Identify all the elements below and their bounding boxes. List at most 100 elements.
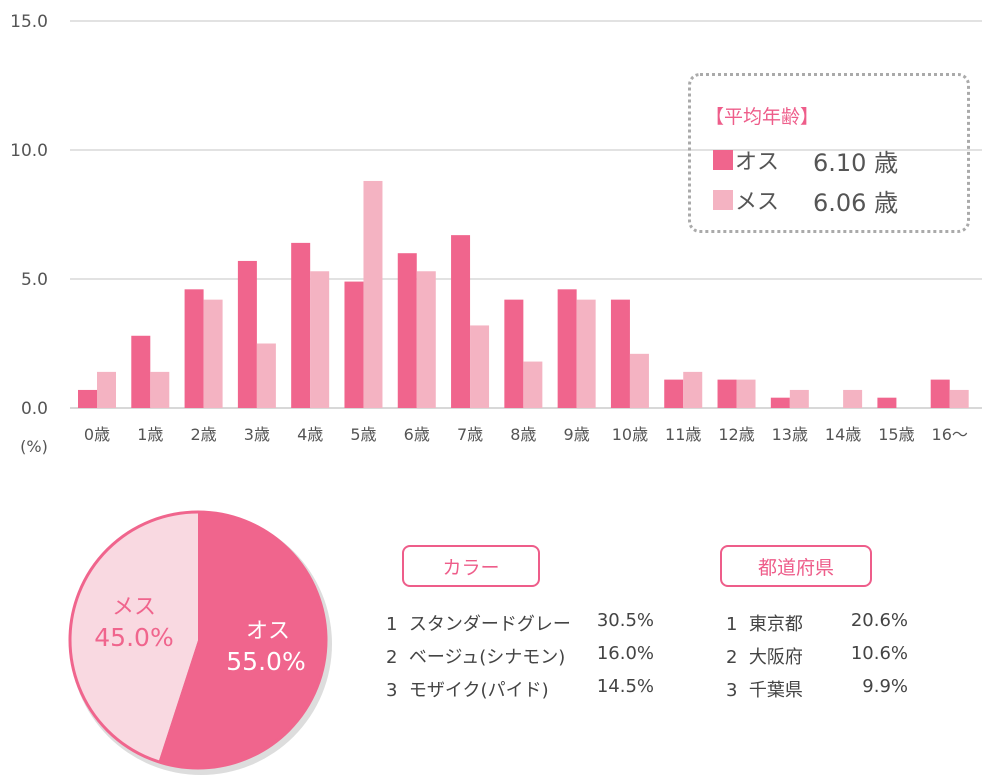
bar-male bbox=[291, 242, 311, 408]
prefecture-ranking-item: 3 千葉県 9.9% bbox=[726, 676, 908, 702]
rank-percent: 10.6% bbox=[850, 643, 908, 664]
bar-male bbox=[131, 335, 151, 408]
color-ranking-title: カラー bbox=[402, 545, 540, 587]
y-tick-label: 10.0 bbox=[10, 141, 48, 161]
bar-male bbox=[78, 389, 97, 408]
rank-percent: 20.6% bbox=[850, 610, 908, 631]
legend-value: 6.06 歳 bbox=[813, 188, 899, 217]
bar-male bbox=[770, 397, 790, 408]
x-tick-label: 2歳 bbox=[190, 425, 216, 444]
rank-name: 東京都 bbox=[748, 614, 803, 635]
bar-female bbox=[256, 343, 276, 408]
legend-value: 6.10 歳 bbox=[813, 148, 899, 177]
pie-slice-male bbox=[158, 512, 326, 768]
rank-number: 3 bbox=[386, 680, 398, 701]
rank-name: 千葉県 bbox=[748, 680, 803, 701]
pie-slice-female bbox=[70, 512, 198, 762]
legend-label: オス bbox=[735, 150, 780, 175]
legend-title: 【平均年齢】 bbox=[705, 106, 820, 128]
color-ranking-item: 3 モザイク(パイド) 14.5% bbox=[386, 676, 654, 702]
bar-female bbox=[310, 271, 330, 408]
rank-name: ベージュ(シナモン) bbox=[408, 647, 566, 668]
legend-item-male: オス 6.10 歳 bbox=[713, 144, 898, 177]
x-tick-label: 13歳 bbox=[772, 425, 808, 444]
bar-male bbox=[610, 299, 630, 408]
bar-female bbox=[416, 271, 436, 408]
x-tick-label: 8歳 bbox=[510, 425, 536, 444]
female-swatch-icon bbox=[713, 190, 733, 210]
rank-number: 2 bbox=[726, 647, 738, 668]
bar-female bbox=[683, 371, 703, 408]
x-tick-label: 0歳 bbox=[84, 425, 110, 444]
bar-female bbox=[576, 299, 596, 408]
rank-number: 3 bbox=[726, 680, 738, 701]
bar-female bbox=[150, 371, 170, 408]
pie-label: オス bbox=[246, 619, 290, 644]
x-tick-label: 11歳 bbox=[665, 425, 701, 444]
y-tick-label: 5.0 bbox=[21, 270, 48, 290]
x-tick-label: 9歳 bbox=[564, 425, 590, 444]
bar-female bbox=[203, 299, 223, 408]
sex-ratio-pie-chart: オス 55.0% メス 45.0% bbox=[68, 510, 332, 775]
bar-male bbox=[557, 289, 577, 408]
rank-number: 1 bbox=[386, 614, 398, 635]
color-ranking-item: 1 スタンダードグレー 30.5% bbox=[386, 610, 654, 636]
x-tick-label: 7歳 bbox=[457, 425, 483, 444]
prefecture-ranking-title: 都道府県 bbox=[720, 545, 872, 587]
bar-female bbox=[949, 389, 969, 408]
rank-name: 大阪府 bbox=[748, 647, 803, 668]
bar-female bbox=[736, 379, 756, 408]
rank-name: モザイク(パイド) bbox=[408, 680, 549, 701]
bar-male bbox=[664, 379, 684, 408]
pie-percent: 55.0% bbox=[226, 647, 305, 676]
y-tick-label: 0.0 bbox=[21, 399, 48, 419]
x-tick-label: 6歳 bbox=[404, 425, 430, 444]
bar-male bbox=[504, 299, 524, 408]
bar-female bbox=[363, 180, 383, 408]
rank-percent: 14.5% bbox=[596, 676, 654, 697]
bar-female bbox=[97, 371, 116, 408]
rank-percent: 16.0% bbox=[596, 643, 654, 664]
y-tick-label: 15.0 bbox=[10, 12, 48, 32]
pie-percent: 45.0% bbox=[94, 623, 173, 652]
rank-name: スタンダードグレー bbox=[408, 614, 571, 635]
x-tick-label: 10歳 bbox=[612, 425, 648, 444]
bar-female bbox=[843, 389, 863, 408]
x-tick-label: 14歳 bbox=[825, 425, 861, 444]
rank-percent: 9.9% bbox=[862, 676, 908, 697]
legend-label: メス bbox=[735, 190, 780, 215]
rank-number: 1 bbox=[726, 614, 738, 635]
bar-female bbox=[523, 361, 543, 408]
bar-male bbox=[717, 379, 737, 408]
bar-male bbox=[237, 260, 257, 408]
x-tick-label: 16〜 bbox=[932, 425, 968, 444]
x-tick-label: 5歳 bbox=[350, 425, 376, 444]
color-ranking-item: 2 ベージュ(シナモン) 16.0% bbox=[386, 643, 654, 669]
age-bar-chart: 0.0 5.0 10.0 15.0 (%) 0歳 1歳 2歳 3歳 4歳 5歳 6歳 7歳 8歳 9歳 10歳… bbox=[10, 12, 982, 456]
bar-male bbox=[877, 397, 897, 408]
x-tick-label: 1歳 bbox=[137, 425, 163, 444]
bar-male bbox=[451, 235, 471, 408]
x-tick-label: 15歳 bbox=[878, 425, 914, 444]
prefecture-ranking-item: 1 東京都 20.6% bbox=[726, 610, 908, 636]
bar-male bbox=[397, 253, 417, 408]
pie-border bbox=[68, 510, 328, 770]
bar-female bbox=[629, 353, 649, 408]
prefecture-ranking-item: 2 大阪府 10.6% bbox=[726, 643, 908, 669]
rank-number: 2 bbox=[386, 647, 398, 668]
average-age-legend: 【平均年齢】 オス 6.10 歳 メス 6.06 歳 bbox=[688, 73, 970, 233]
bar-female bbox=[470, 325, 490, 408]
x-tick-label: 12歳 bbox=[718, 425, 754, 444]
legend-item-female: メス 6.06 歳 bbox=[713, 184, 898, 217]
male-swatch-icon bbox=[713, 150, 733, 170]
bar-male bbox=[184, 289, 204, 408]
bar-male bbox=[930, 379, 950, 408]
y-axis-unit: (%) bbox=[20, 437, 48, 456]
bar-male bbox=[344, 281, 364, 408]
rank-percent: 30.5% bbox=[596, 610, 654, 631]
x-tick-label: 4歳 bbox=[297, 425, 323, 444]
pie-label: メス bbox=[112, 595, 156, 620]
x-tick-label: 3歳 bbox=[244, 425, 270, 444]
bar-female bbox=[789, 389, 809, 408]
